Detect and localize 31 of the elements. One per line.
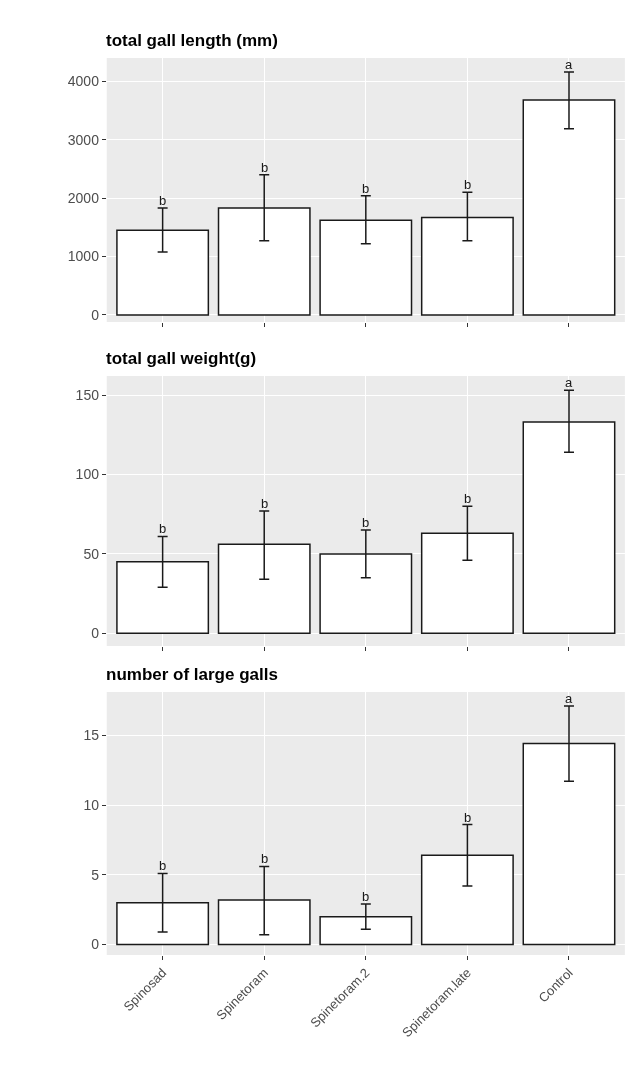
y-tick-label: 0 [91,625,100,642]
chart-title: total gall weight(g) [106,349,257,368]
annotation: b [261,496,269,511]
y-tick-label: 150 [75,386,100,403]
chart-title: total gall length (mm) [106,31,278,50]
y-tick-label: 0 [91,306,100,323]
annotation: b [362,889,370,904]
annotation: b [464,810,472,825]
y-tick-label: 4000 [67,73,100,90]
annotation: b [464,177,472,192]
y-tick-label: 10 [83,796,100,813]
annotation: b [261,851,269,866]
annotation: b [159,521,167,536]
y-tick-label: 0 [91,936,100,953]
y-tick-label: 3000 [67,131,100,148]
y-tick-label: 100 [75,466,100,483]
annotation: b [464,491,472,506]
annotation: b [159,193,167,208]
annotation: b [159,858,167,873]
annotation: a [565,375,573,390]
chart-title: number of large galls [106,665,278,684]
annotation: b [261,160,269,175]
y-tick-label: 2000 [67,190,100,207]
annotation: a [565,691,573,706]
y-tick-label: 15 [83,727,100,744]
y-tick-label: 1000 [67,248,100,265]
annotation: a [565,57,573,72]
y-tick-label: 5 [91,866,100,883]
annotation: b [362,515,370,530]
annotation: b [362,181,370,196]
y-tick-label: 50 [83,545,100,562]
